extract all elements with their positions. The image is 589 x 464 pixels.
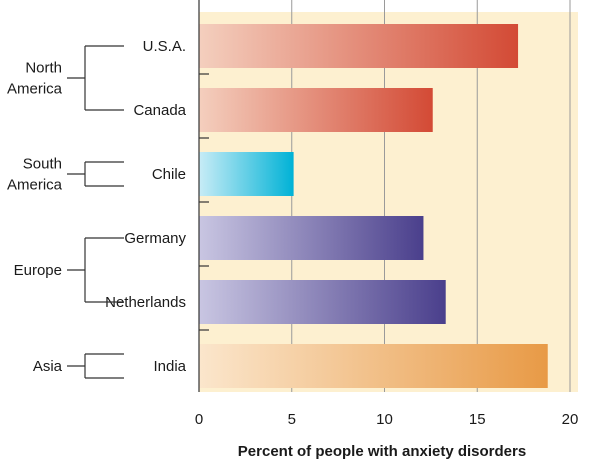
bar-germany: [199, 216, 424, 260]
region-group: South America: [7, 156, 124, 194]
region-group: Europe: [14, 237, 124, 303]
bar-netherlands: [199, 280, 446, 324]
region-label: South: [23, 156, 62, 173]
category-label: India: [153, 358, 186, 375]
x-tick-label: 5: [288, 411, 296, 428]
x-axis-ticks: 0 5 10 15 20: [195, 411, 579, 428]
region-label: Asia: [33, 358, 63, 375]
region-groups: North America South America Europe Asia: [7, 45, 124, 379]
x-tick-label: 15: [469, 411, 486, 428]
bar-u-s-a: [199, 24, 519, 68]
category-labels: U.S.A. Canada Chile Germany Netherlands India: [105, 38, 187, 375]
x-tick-label: 10: [376, 411, 393, 428]
bars: [199, 24, 548, 388]
plot-background: [199, 12, 578, 392]
x-axis-title: Percent of people with anxiety disorders: [238, 443, 526, 460]
region-label: America: [7, 81, 63, 98]
region-label: America: [7, 177, 63, 194]
category-label: U.S.A.: [143, 38, 186, 55]
bar-india: [199, 344, 548, 388]
bar-chile: [199, 152, 294, 196]
region-label: North: [25, 60, 62, 77]
category-label: Chile: [152, 166, 186, 183]
category-label: Canada: [133, 102, 186, 119]
category-label: Netherlands: [105, 294, 186, 311]
region-group: Asia: [33, 353, 124, 379]
bar-canada: [199, 88, 433, 132]
region-label: Europe: [14, 262, 62, 279]
x-tick-label: 0: [195, 411, 203, 428]
category-label: Germany: [124, 230, 186, 247]
x-tick-label: 20: [562, 411, 579, 428]
region-group: North America: [7, 45, 124, 111]
